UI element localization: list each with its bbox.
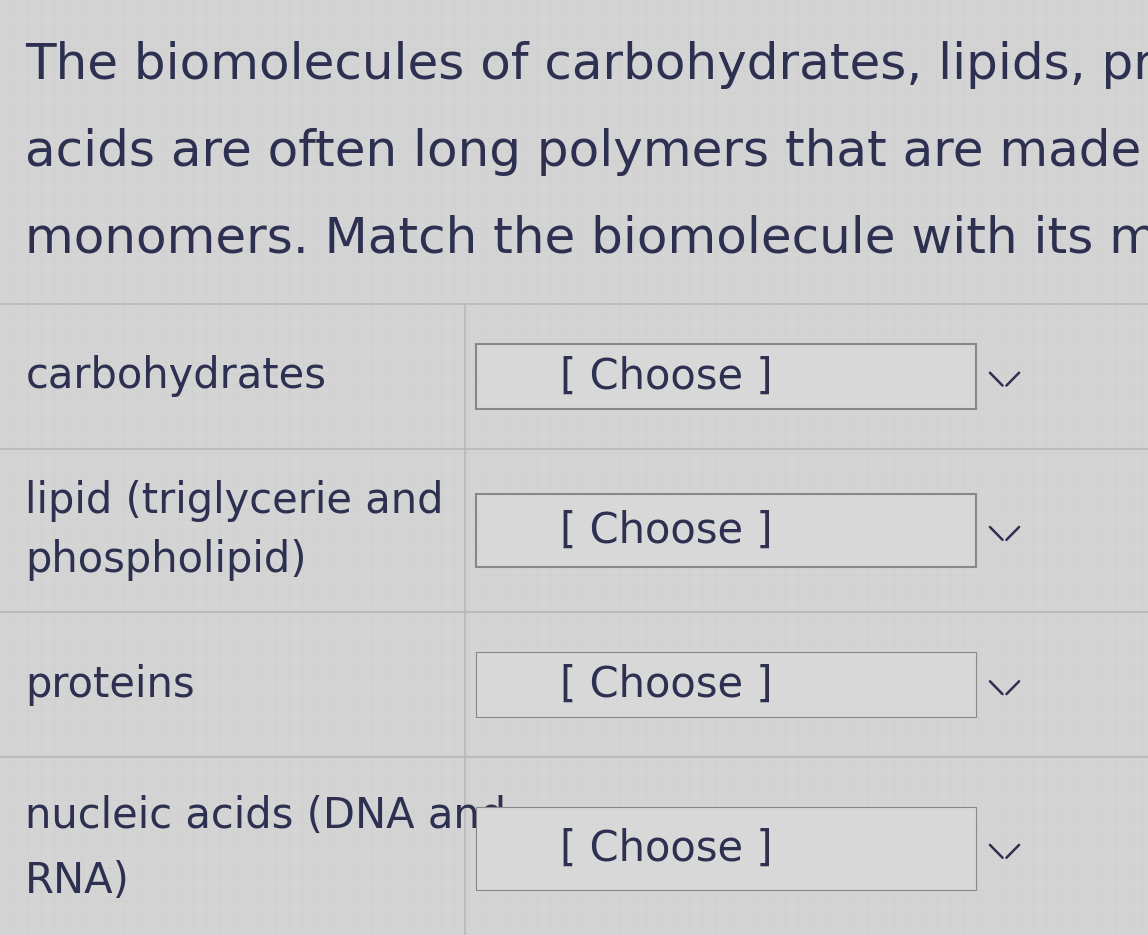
Text: [ Choose ]: [ Choose ] [560, 827, 773, 870]
Text: acids are often long polymers that are made of smaller: acids are often long polymers that are m… [25, 128, 1148, 176]
Text: phospholipid): phospholipid) [25, 539, 307, 581]
Text: [ Choose ]: [ Choose ] [560, 510, 773, 552]
FancyBboxPatch shape [476, 344, 976, 409]
Text: The biomolecules of carbohydrates, lipids, proteins, and nucl: The biomolecules of carbohydrates, lipid… [25, 41, 1148, 89]
Text: monomers. Match the biomolecule with its monomer.: monomers. Match the biomolecule with its… [25, 215, 1148, 263]
FancyBboxPatch shape [476, 653, 976, 717]
Text: RNA): RNA) [25, 860, 130, 902]
FancyBboxPatch shape [476, 808, 976, 889]
Text: lipid (triglycerie and: lipid (triglycerie and [25, 481, 444, 522]
Text: [ Choose ]: [ Choose ] [560, 355, 773, 397]
Text: [ Choose ]: [ Choose ] [560, 664, 773, 706]
Text: carbohydrates: carbohydrates [25, 355, 326, 397]
Text: nucleic acids (DNA and: nucleic acids (DNA and [25, 795, 506, 837]
Text: proteins: proteins [25, 664, 195, 706]
FancyBboxPatch shape [476, 494, 976, 568]
